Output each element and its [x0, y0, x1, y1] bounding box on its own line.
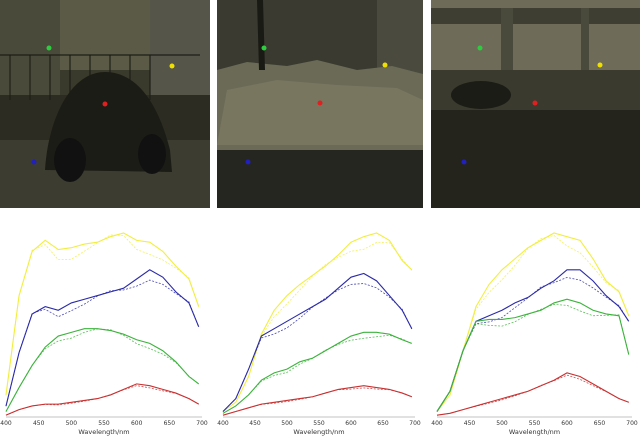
spectrum-plot-2: 400 450 500 550 600 650 700 Wavelength/nm: [217, 225, 423, 439]
series-line-estimate-2: [222, 334, 412, 414]
x-tick-label: 700: [196, 420, 208, 427]
spectrum-chart-1: 400 450 500 550 600 650 700 Wavelength/nm: [0, 232, 208, 436]
series-line-estimate-1: [222, 283, 413, 412]
series-line-estimate-3: [5, 385, 199, 416]
marker-red: [102, 101, 108, 107]
series-line-1: [5, 269, 200, 407]
x-tick-label: 600: [345, 420, 357, 427]
x-tick-label: 600: [131, 420, 143, 427]
marker-blue: [245, 159, 251, 165]
marker-blue: [31, 159, 37, 165]
series-line-2: [5, 328, 200, 412]
spectrum-chart-2: 400 450 500 550 600 650 700 Wavelength/nm: [217, 232, 421, 436]
series-line-estimate-0: [436, 235, 630, 412]
x-tick-label: 600: [561, 420, 573, 427]
x-tick-label: 450: [464, 420, 476, 427]
x-axis-label: Wavelength/nm: [509, 428, 560, 436]
x-tick-label: 550: [98, 420, 110, 427]
series-line-estimate-1: [5, 279, 200, 407]
marker-green: [477, 45, 483, 51]
x-tick-label: 650: [164, 420, 176, 427]
x-tick-label: 550: [529, 420, 541, 427]
series-line-estimate-0: [222, 242, 413, 412]
x-tick-label: 500: [66, 420, 78, 427]
spectrum-chart-3: 400 450 500 550 600 650 700 Wavelength/nm: [431, 232, 638, 436]
scene-rubble-photo: [217, 0, 423, 208]
x-axis-label: Wavelength/nm: [293, 428, 344, 436]
x-tick-label: 400: [431, 420, 443, 427]
series-line-3: [5, 383, 200, 416]
series-line-estimate-3: [222, 387, 412, 416]
series-line-0: [5, 232, 200, 395]
series-line-0: [436, 232, 630, 412]
x-tick-label: 550: [313, 420, 325, 427]
series-line-0: [222, 232, 413, 412]
x-tick-label: 650: [594, 420, 606, 427]
series-line-estimate-2: [436, 304, 630, 412]
scene-bridge-image: [431, 0, 640, 208]
series-line-2: [222, 331, 412, 414]
marker-yellow: [382, 62, 388, 68]
x-tick-label: 450: [33, 420, 45, 427]
marker-yellow: [597, 62, 603, 68]
x-tick-label: 450: [249, 420, 261, 427]
scene-bridge-photo: [431, 0, 640, 208]
x-axis-label: Wavelength/nm: [78, 428, 129, 436]
scene-car-image: [0, 0, 210, 208]
marker-blue: [461, 159, 467, 165]
x-tick-label: 650: [377, 420, 389, 427]
marker-green: [46, 45, 52, 51]
x-tick-label: 700: [626, 420, 638, 427]
series-line-estimate-0: [5, 234, 200, 396]
series-line-estimate-2: [5, 328, 199, 412]
spectrum-plot-3: 400 450 500 550 600 650 700 Wavelength/nm: [431, 225, 640, 439]
x-tick-label: 400: [0, 420, 12, 427]
x-tick-label: 400: [217, 420, 229, 427]
scene-car-photo: [0, 0, 210, 208]
marker-red: [317, 100, 323, 106]
series-line-3: [222, 385, 412, 416]
x-tick-label: 700: [409, 420, 421, 427]
x-tick-label: 500: [281, 420, 293, 427]
series-line-1: [222, 272, 413, 412]
marker-yellow: [169, 63, 175, 69]
series-line-estimate-3: [436, 374, 629, 416]
spectrum-plot-1: 400 450 500 550 600 650 700 Wavelength/nm: [0, 225, 210, 439]
marker-green: [261, 45, 267, 51]
series-line-2: [436, 298, 630, 412]
x-tick-label: 500: [496, 420, 508, 427]
marker-red: [532, 100, 538, 106]
scene-rubble-image: [217, 0, 423, 208]
